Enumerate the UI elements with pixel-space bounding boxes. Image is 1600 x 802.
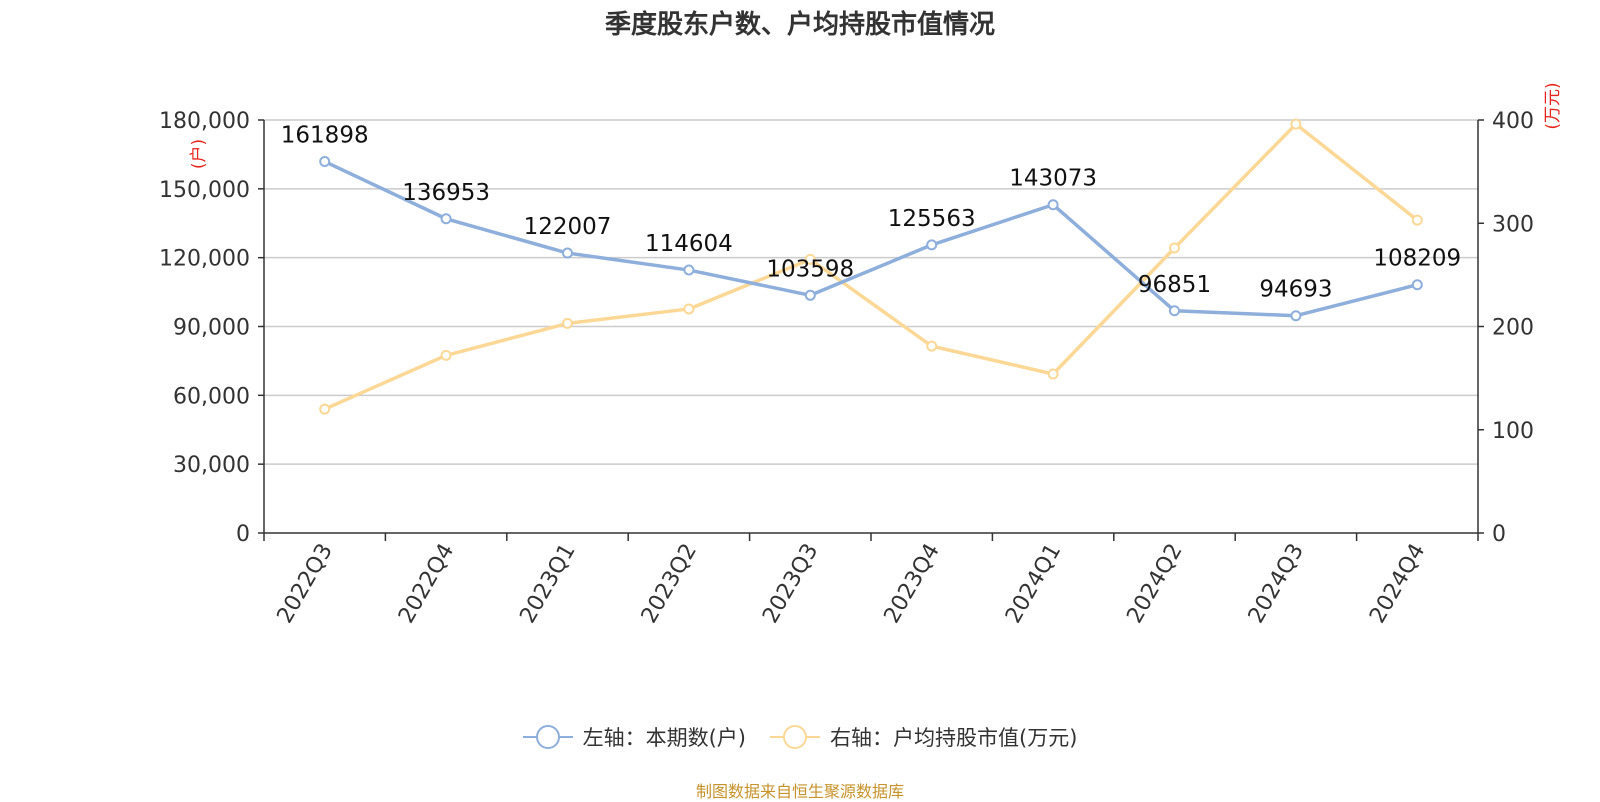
data-point-households (440, 213, 452, 225)
data-labels: 161898 136953 122007 114604 103598 125563 1430… (281, 123, 1461, 303)
left-axis-tick-label: 150,000 (159, 178, 250, 203)
left-axis-tick-label: 90,000 (173, 316, 250, 341)
right-axis-unit-label: (万元) (1543, 82, 1563, 129)
right-axis-tick-label: 400 (1492, 109, 1534, 134)
data-point-households (926, 239, 938, 251)
data-point-households (1411, 279, 1423, 291)
x-axis-tick-label: 2023Q2 (637, 540, 702, 628)
left-axis-tick-label: 60,000 (173, 384, 250, 409)
data-label: 125563 (888, 206, 976, 232)
x-axis-tick-label: 2023Q3 (758, 540, 823, 628)
data-point-market-value (1169, 242, 1180, 254)
legend-swatch-households (522, 724, 573, 750)
data-point-households (1290, 310, 1302, 322)
data-point-households (1047, 199, 1059, 211)
series-line-households (322, 159, 1420, 318)
left-axis-tick-label: 120,000 (159, 247, 250, 272)
series-points (319, 118, 1423, 415)
left-axis-tick-label: 180,000 (159, 109, 250, 134)
data-label: 122007 (524, 214, 612, 240)
data-label: 161898 (281, 123, 369, 149)
data-label: 143073 (1009, 166, 1097, 192)
legend-swatch-market-value (770, 724, 820, 750)
data-label: 108209 (1373, 246, 1461, 272)
data-point-market-value (440, 349, 452, 361)
legend-label-households: 左轴：本期数(户) (582, 726, 746, 750)
right-axis-tick-label: 0 (1492, 522, 1506, 547)
legend: 左轴：本期数(户) 右轴：户均持股市值(万元) (0, 722, 1600, 752)
legend-label-market-value: 右轴：户均持股市值(万元) (830, 726, 1078, 750)
data-point-market-value (683, 303, 695, 315)
axes (258, 119, 1484, 541)
data-point-market-value (804, 253, 816, 265)
left-axis-unit-label: (户) (189, 139, 209, 169)
source-note: 制图数据来自恒生聚源数据库 (695, 782, 904, 801)
left-axis-tick-label: 30,000 (173, 453, 250, 478)
data-label: 94693 (1259, 277, 1332, 303)
data-point-market-value (1047, 368, 1059, 380)
x-axis-tick-label: 2023Q1 (515, 540, 580, 628)
data-label: 96851 (1138, 272, 1211, 298)
right-axis-tick-label: 200 (1492, 316, 1534, 341)
series-line-market-value (322, 122, 1420, 411)
legend-item-households[interactable]: 左轴：本期数(户) (522, 722, 746, 752)
right-axis-tick-label: 300 (1492, 212, 1534, 237)
grid-lines (264, 119, 1478, 465)
legend-item-market-value[interactable]: 右轴：户均持股市值(万元) (770, 722, 1077, 752)
x-axis-tick-label: 2022Q3 (273, 540, 338, 628)
data-point-market-value (562, 317, 573, 329)
data-point-households (562, 247, 573, 259)
data-point-market-value (926, 340, 938, 352)
x-axis-tick-label: 2023Q4 (880, 540, 945, 628)
x-axis-tick-label: 2024Q3 (1244, 540, 1309, 628)
right-axis-tick-label: 100 (1492, 419, 1534, 444)
data-point-market-value (1411, 214, 1423, 226)
data-label: 114604 (645, 231, 733, 257)
data-point-households (683, 264, 695, 276)
x-axis-tick-label: 2024Q4 (1365, 540, 1430, 628)
x-axis-tick-label: 2024Q2 (1122, 540, 1187, 628)
tick-labels: 0 30,000 60,000 90,000 120,000 150,000 180,000… (159, 82, 1563, 627)
x-axis-tick-label: 2022Q4 (394, 540, 459, 628)
data-label: 103598 (766, 256, 854, 282)
data-point-households (319, 156, 331, 168)
series-lines (322, 122, 1420, 411)
data-point-households (1169, 305, 1180, 317)
chart-title: 季度股东户数、户均持股市值情况 (604, 10, 995, 40)
data-point-households (804, 289, 816, 301)
data-point-market-value (319, 403, 331, 415)
x-axis-tick-label: 2024Q1 (1001, 540, 1066, 628)
left-axis-tick-label: 0 (236, 522, 250, 547)
data-point-market-value (1290, 118, 1302, 130)
data-label: 136953 (402, 180, 490, 206)
